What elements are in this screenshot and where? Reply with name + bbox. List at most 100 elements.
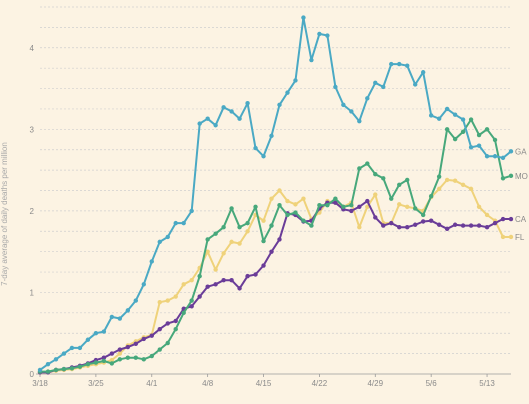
data-point: [309, 223, 314, 228]
data-point: [357, 118, 362, 124]
data-point: [317, 31, 322, 37]
data-point: [85, 362, 91, 367]
series-labels: FL CA MO GA: [515, 147, 528, 242]
data-point: [452, 178, 458, 183]
data-point: [428, 194, 434, 199]
y-tick-label: 1: [30, 288, 35, 297]
data-point: [261, 263, 266, 268]
series-end-label: GA: [515, 147, 527, 156]
data-point: [277, 188, 282, 193]
data-point: [45, 369, 51, 374]
data-point: [389, 196, 394, 201]
data-point: [333, 200, 338, 205]
data-point: [205, 237, 210, 242]
x-tick-label: 4/22: [312, 379, 328, 388]
data-point: [37, 367, 43, 373]
data-point: [405, 177, 410, 183]
data-point: [45, 362, 51, 367]
data-point: [444, 226, 450, 232]
data-point: [293, 202, 298, 207]
x-tick-label: 3/25: [88, 379, 104, 388]
data-point: [221, 278, 226, 283]
data-point: [508, 149, 514, 154]
y-axis-label: 7-day average of daily deaths per millio…: [0, 142, 9, 286]
data-point: [173, 318, 178, 324]
data-point: [484, 154, 490, 159]
data-point: [365, 161, 370, 166]
data-point: [77, 345, 83, 351]
data-point: [229, 239, 234, 245]
series-ga: [37, 15, 514, 373]
gridlines: [36, 6, 511, 375]
data-point: [141, 336, 146, 342]
data-point: [460, 182, 466, 187]
data-point: [157, 326, 162, 332]
data-point: [397, 225, 402, 230]
data-point: [253, 204, 258, 210]
data-point: [109, 357, 115, 363]
data-point: [381, 84, 386, 90]
data-point: [245, 273, 250, 279]
series-mo: [37, 117, 514, 374]
data-point: [165, 321, 170, 326]
data-point: [53, 357, 59, 362]
data-point: [420, 219, 426, 224]
data-point: [325, 202, 330, 208]
data-point: [341, 102, 346, 108]
data-point: [500, 216, 506, 222]
data-point: [125, 344, 131, 350]
data-point: [428, 113, 434, 118]
data-point: [460, 129, 466, 134]
data-point: [413, 82, 418, 87]
data-point: [333, 84, 338, 90]
data-point: [93, 331, 99, 336]
data-point: [405, 225, 410, 230]
data-point: [444, 106, 450, 112]
data-point: [468, 145, 474, 150]
data-point: [492, 137, 498, 143]
data-point: [93, 360, 99, 365]
data-point: [452, 112, 458, 117]
series-end-label: CA: [515, 215, 527, 224]
data-point: [285, 212, 290, 218]
data-point: [221, 105, 226, 110]
data-point: [261, 154, 266, 159]
data-point: [261, 238, 266, 244]
data-point: [333, 196, 338, 201]
data-point: [101, 358, 107, 364]
data-point: [365, 198, 370, 204]
data-point: [253, 272, 258, 277]
data-point: [452, 222, 458, 227]
data-point: [149, 333, 154, 338]
data-point: [365, 96, 370, 101]
data-point: [181, 282, 186, 287]
data-point: [500, 176, 506, 181]
data-point: [508, 173, 514, 179]
data-point: [420, 70, 426, 75]
data-point: [149, 353, 154, 359]
data-point: [205, 116, 210, 121]
data-point: [301, 218, 306, 223]
data-point: [197, 121, 202, 126]
x-tick-label: 5/13: [479, 379, 495, 388]
data-point: [269, 133, 274, 139]
data-point: [460, 117, 466, 122]
data-point: [61, 351, 67, 356]
data-point: [285, 90, 290, 95]
data-point: [468, 223, 474, 228]
data-point: [109, 361, 115, 366]
data-point: [476, 223, 482, 228]
data-point: [397, 61, 402, 67]
data-point: [285, 198, 290, 204]
series-line: [40, 200, 511, 374]
data-point: [301, 196, 306, 201]
series-ca: [37, 198, 514, 375]
data-point: [277, 102, 282, 108]
data-point: [133, 341, 138, 347]
data-point: [117, 347, 123, 352]
y-axis-ticks: 0 1 2 3 4: [30, 44, 35, 379]
data-point: [213, 231, 218, 236]
data-point: [413, 222, 418, 227]
data-point: [261, 218, 266, 223]
data-point: [484, 225, 490, 230]
